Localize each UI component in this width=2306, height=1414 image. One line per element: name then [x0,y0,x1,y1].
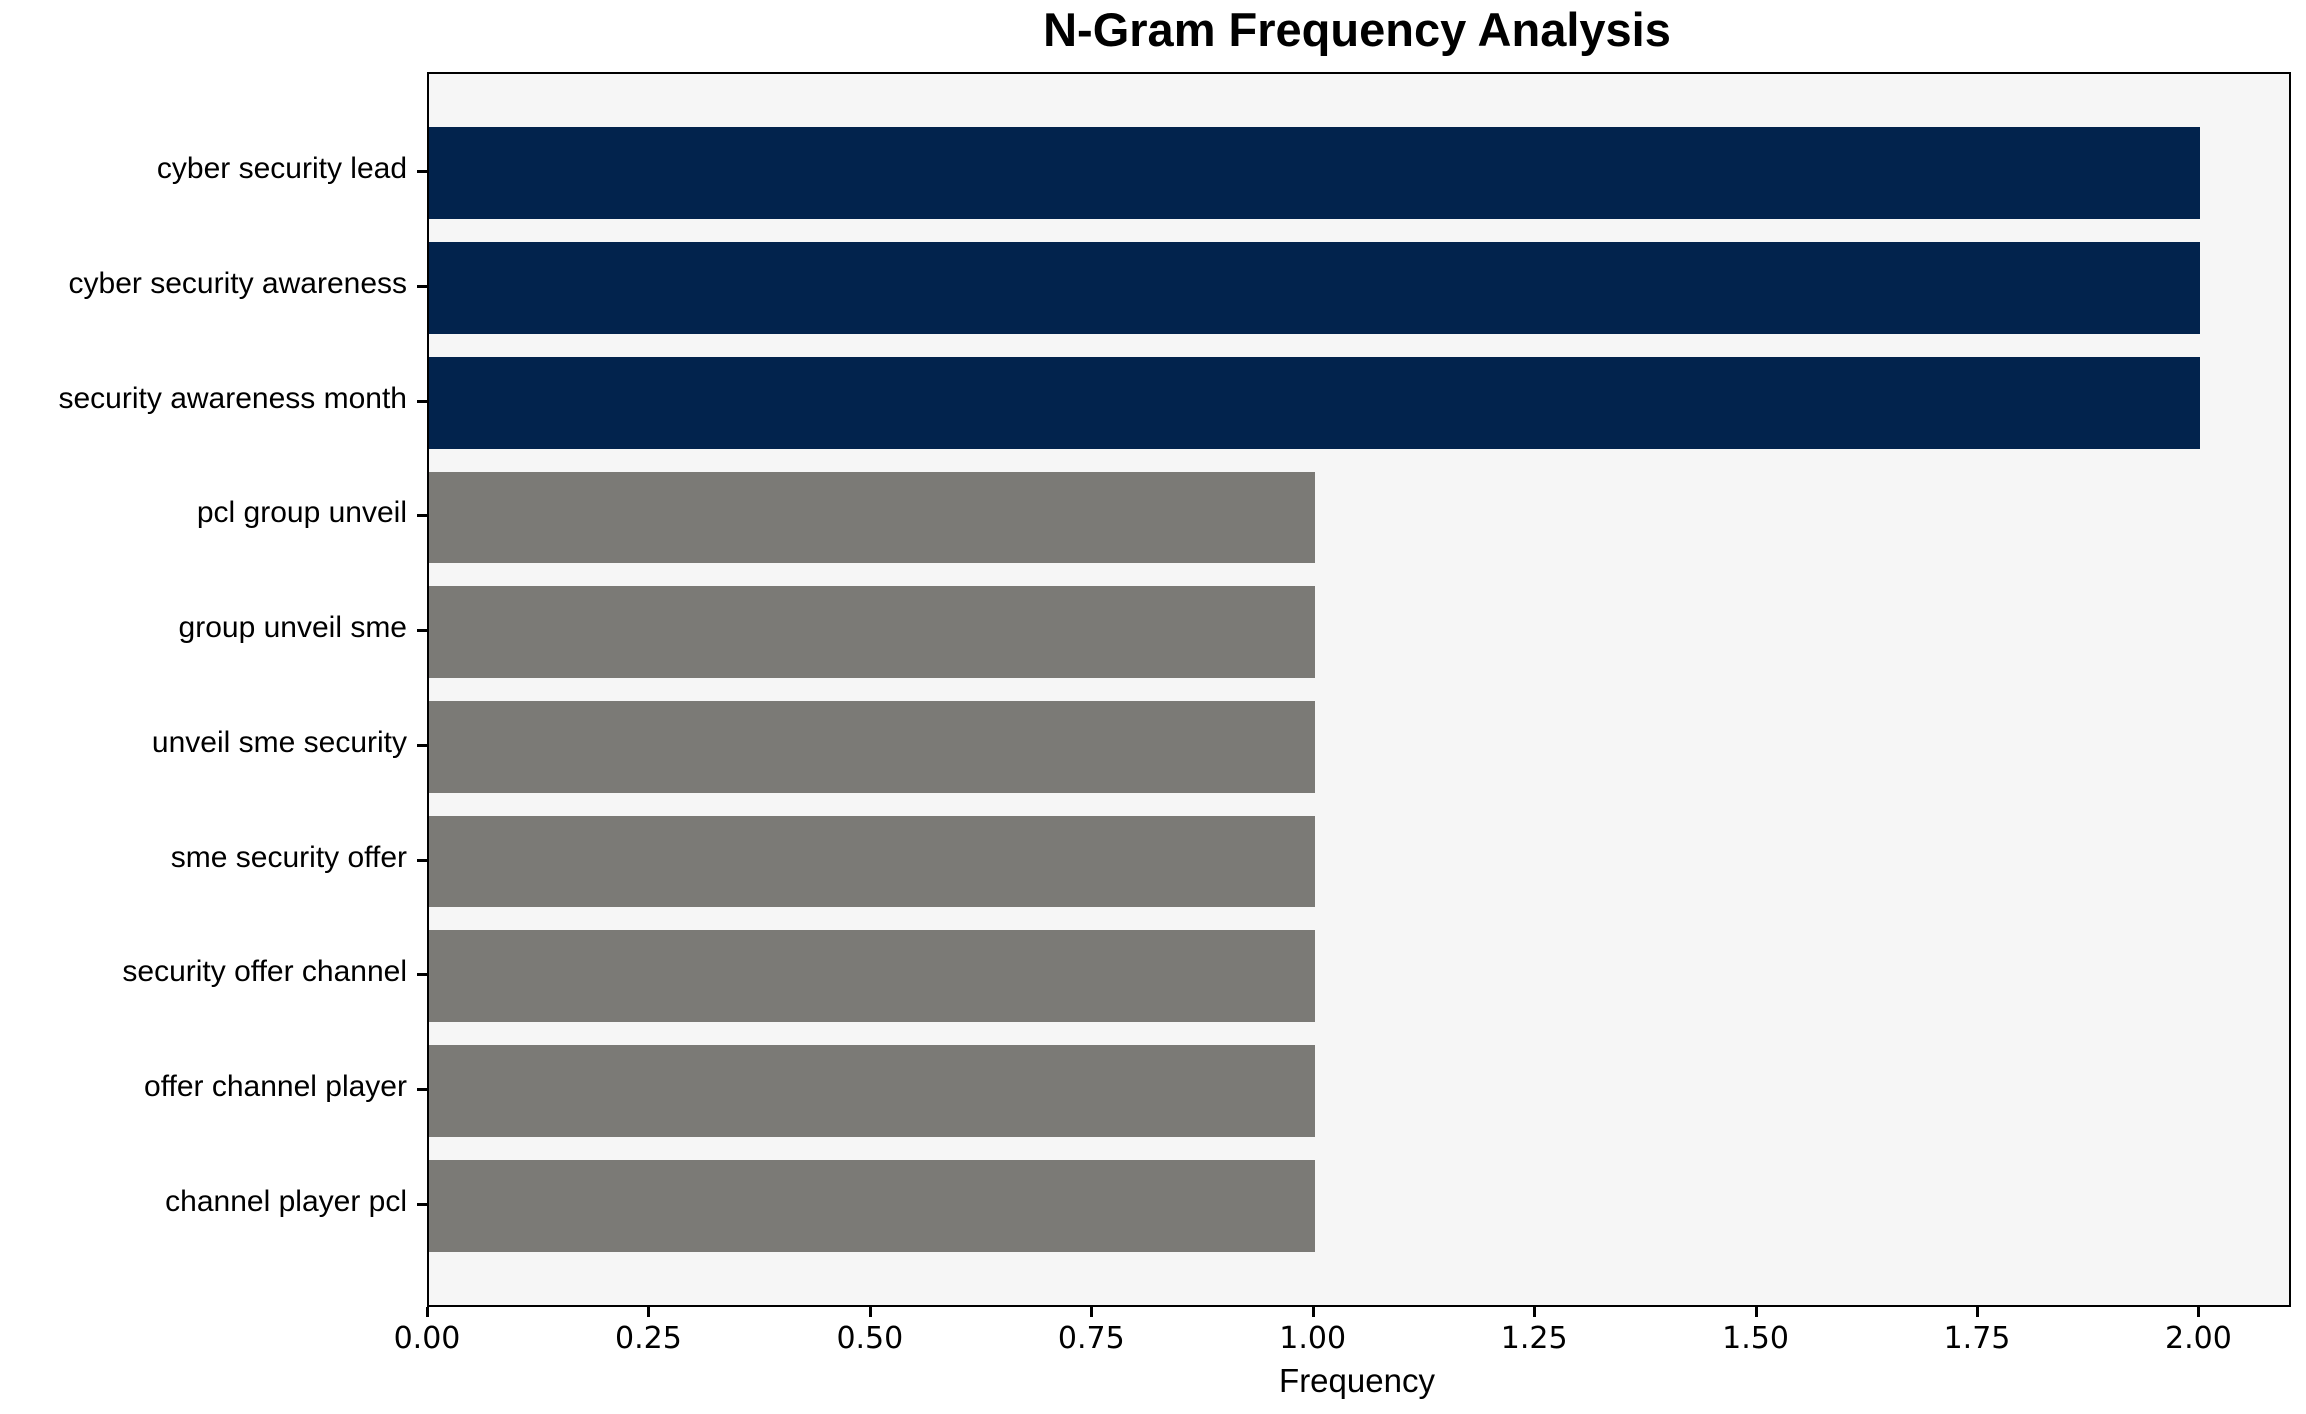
x-tick-label: 0.25 [615,1321,682,1356]
bar [429,356,2201,449]
bar [429,471,1315,564]
bar [429,930,1315,1023]
x-tick-mark [1754,1307,1758,1317]
chart-title: N-Gram Frequency Analysis [1043,3,1671,56]
x-tick-mark [647,1307,651,1317]
y-tick-mark [417,514,427,518]
x-tick-label: 1.50 [1722,1321,1789,1356]
bar [429,815,1315,908]
x-tick-label: 1.75 [1943,1321,2011,1356]
bar [429,1159,1315,1252]
bar [429,586,1315,678]
bar [429,242,2201,334]
bar [429,127,2201,220]
x-tick-mark [868,1307,872,1317]
y-tick-label: security offer channel [122,955,407,989]
x-tick-mark [426,1307,429,1317]
y-tick-mark [417,743,427,747]
y-tick-mark [417,1088,427,1092]
y-tick-label: group unveil sme [178,611,407,645]
y-tick-mark [417,170,427,174]
y-tick-label: unveil sme security [151,725,407,759]
y-tick-label: cyber security lead [156,152,407,186]
plot-area [427,72,2291,1307]
y-tick-mark [417,1202,427,1206]
x-tick-label: 1.00 [1279,1321,1347,1356]
y-tick-mark [417,284,427,288]
y-tick-label: offer channel player [144,1070,407,1104]
bar [429,1045,1315,1137]
x-tick-mark [1533,1307,1537,1317]
x-tick-label: 0.50 [836,1321,904,1356]
y-tick-mark [417,629,427,633]
x-tick-label: 1.25 [1500,1321,1568,1356]
y-tick-mark [417,858,427,862]
y-tick-mark [417,973,427,977]
x-axis-title: Frequency [1279,1362,1435,1399]
x-tick-mark [2197,1307,2201,1317]
x-tick-label: 0.00 [393,1321,461,1356]
y-tick-label: channel player pcl [165,1184,407,1218]
bar [429,700,1315,793]
y-tick-mark [417,399,427,403]
y-tick-label: sme security offer [170,840,407,874]
x-tick-label: 0.75 [1057,1321,1125,1356]
x-tick-mark [1090,1307,1094,1317]
x-tick-mark [1311,1307,1315,1317]
y-tick-label: security awareness month [58,381,408,415]
x-tick-label: 2.00 [2165,1321,2232,1356]
y-tick-label: cyber security awareness [68,266,407,300]
x-tick-mark [1976,1307,1979,1317]
y-tick-label: pcl group unveil [196,496,407,530]
